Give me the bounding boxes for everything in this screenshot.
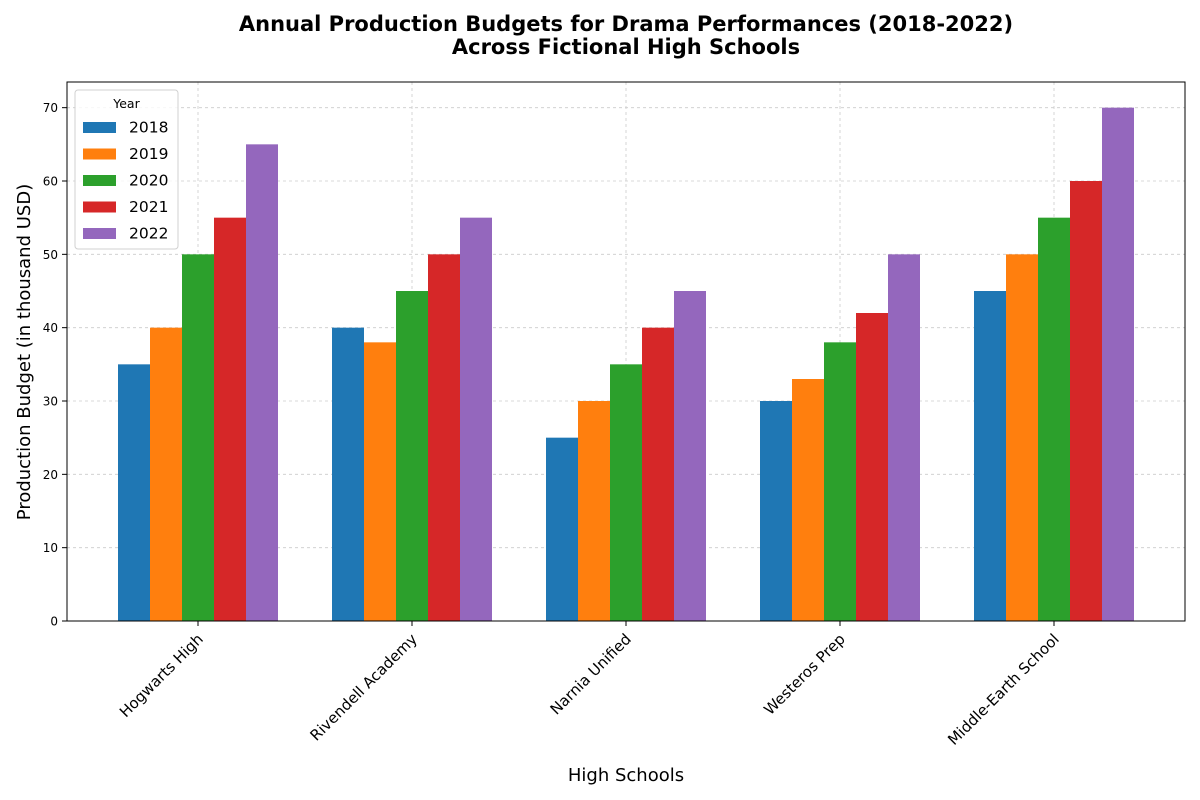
x-tick-label: Middle-Earth School: [944, 630, 1063, 749]
x-axis-ticks: Hogwarts High Rivendell Academy Narnia Uni…: [116, 621, 1063, 749]
legend-swatch-2022: [83, 228, 116, 239]
legend-title: Year: [112, 96, 140, 111]
bar-2021: [856, 313, 888, 621]
bar-2018: [760, 401, 792, 621]
bar-2019: [1006, 254, 1038, 622]
legend-label-2018: 2018: [129, 119, 168, 137]
bar-2018: [974, 291, 1006, 621]
bar-2020: [182, 254, 214, 622]
legend-swatch-2018: [83, 122, 116, 133]
bar-2022: [246, 144, 278, 622]
legend-swatch-2020: [83, 175, 116, 186]
bar-2018: [546, 437, 578, 621]
bar-2022: [460, 217, 492, 621]
x-tick-label: Narnia Unified: [547, 630, 635, 718]
bar-2021: [642, 327, 674, 621]
legend-label-2019: 2019: [129, 145, 168, 163]
bar-2020: [396, 291, 428, 621]
y-tick-label: 70: [43, 101, 58, 115]
y-tick-label: 30: [43, 395, 58, 409]
y-axis-label: Production Budget (in thousand USD): [14, 184, 35, 520]
bar-2021: [214, 217, 246, 621]
x-axis-label: High Schools: [568, 765, 684, 786]
bar-2021: [428, 254, 460, 622]
bar-2019: [150, 327, 182, 621]
legend-label-2020: 2020: [129, 172, 168, 190]
y-tick-label: 20: [43, 468, 58, 482]
bar-2020: [824, 342, 856, 621]
legend-swatch-2021: [83, 201, 116, 213]
chart-title-line-2: Across Fictional High Schools: [452, 35, 800, 59]
bar-2019: [364, 342, 396, 621]
legend-swatch-2019: [83, 148, 116, 160]
y-tick-label: 10: [43, 541, 58, 555]
y-tick-label: 50: [43, 248, 58, 262]
legend: Year 2018 2019 2020 2021 2022: [74, 89, 179, 250]
chart-title-line-1: Annual Production Budgets for Drama Perf…: [239, 12, 1013, 36]
bar-2021: [1070, 181, 1102, 621]
bar-2020: [1038, 217, 1070, 621]
y-tick-label: 60: [43, 175, 58, 189]
bars: [118, 107, 1134, 622]
bar-2020: [610, 364, 642, 621]
bar-2022: [1102, 107, 1134, 621]
legend-label-2021: 2021: [129, 198, 168, 216]
bar-2022: [888, 254, 920, 622]
bar-2022: [674, 291, 706, 621]
y-axis-ticks: 0 10 20 30 40 50 60 70: [43, 101, 67, 629]
x-tick-label: Hogwarts High: [116, 630, 207, 721]
bar-2019: [578, 401, 610, 621]
y-tick-label: 40: [43, 321, 58, 335]
bar-2018: [332, 327, 364, 621]
x-tick-label: Westeros Prep: [760, 630, 848, 718]
x-tick-label: Rivendell Academy: [306, 630, 420, 744]
bar-2018: [118, 364, 150, 621]
legend-label-2022: 2022: [129, 225, 168, 243]
y-tick-label: 0: [50, 615, 58, 629]
bar-2019: [792, 379, 824, 621]
